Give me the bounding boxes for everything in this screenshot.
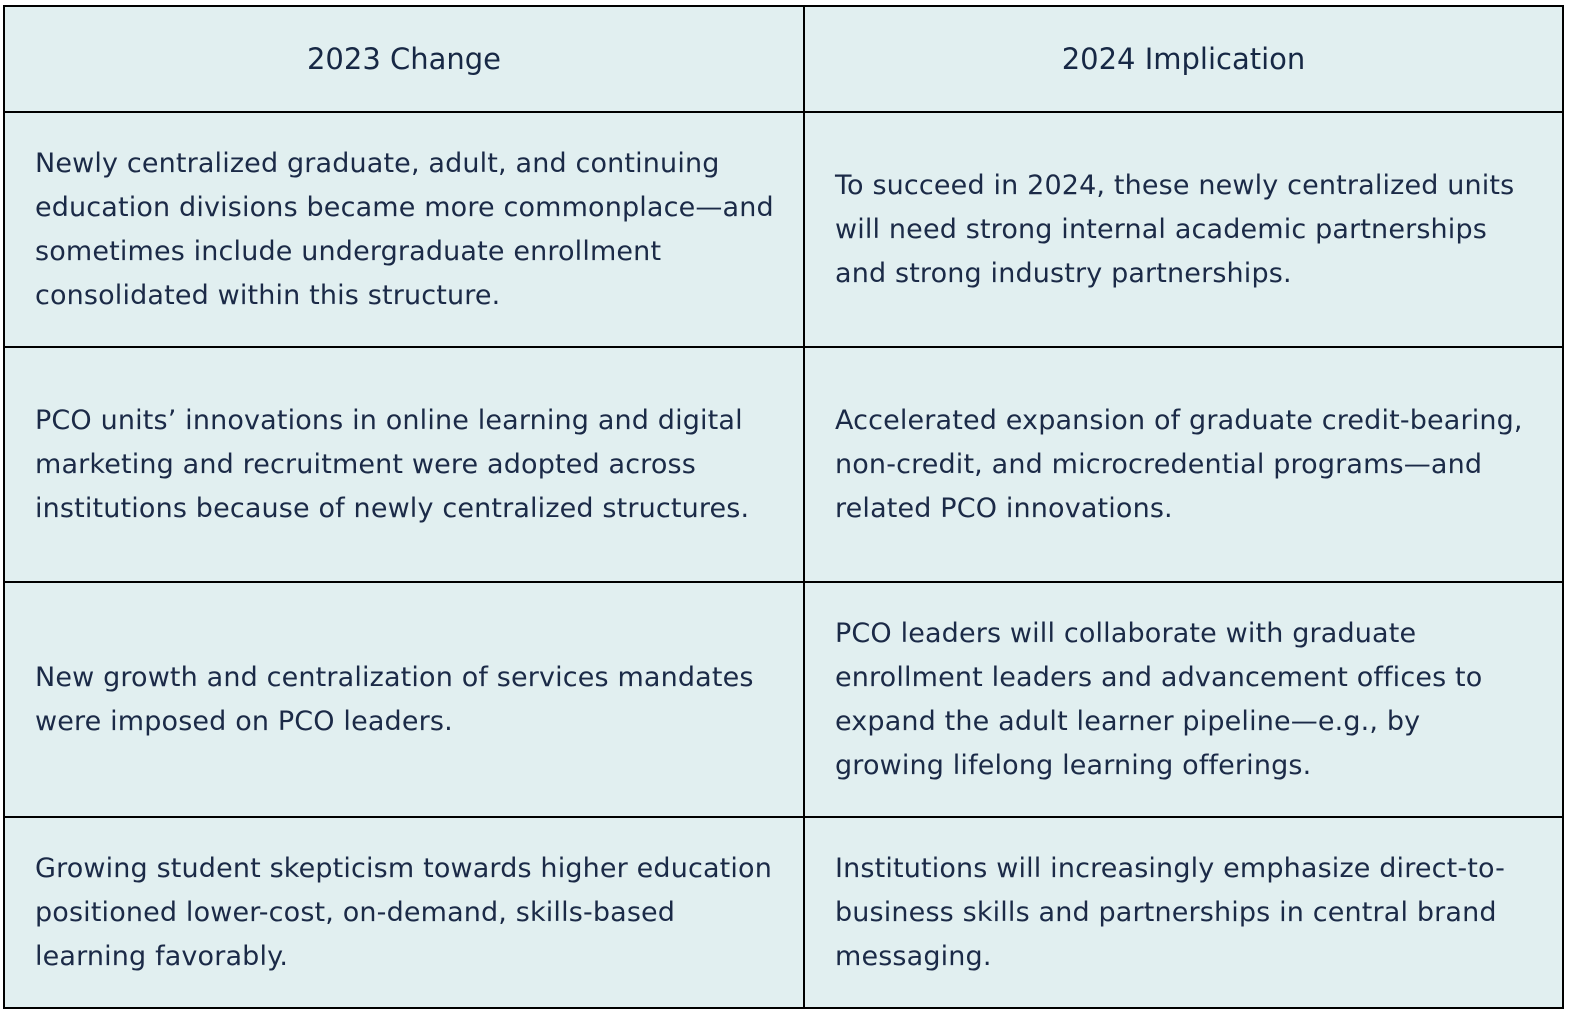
implication-cell: Institutions will increasingly emphasize… [803,816,1564,1009]
change-cell: Newly centralized graduate, adult, and c… [3,111,805,348]
table-row: PCO units’ innovations in online learnin… [3,346,1564,583]
change-cell: PCO units’ innovations in online learnin… [3,346,805,583]
header-2023-change: 2023 Change [3,5,805,113]
table-row: Newly centralized graduate, adult, and c… [3,111,1564,348]
implication-cell: Accelerated expansion of graduate credit… [803,346,1564,583]
change-cell: New growth and centralization of service… [3,581,805,818]
implication-cell: To succeed in 2024, these newly centrali… [803,111,1564,348]
change-implication-table: 2023 Change 2024 Implication Newly centr… [3,5,1564,1009]
table-row: Growing student skepticism towards highe… [3,816,1564,1009]
table-row: New growth and centralization of service… [3,581,1564,818]
change-cell: Growing student skepticism towards highe… [3,816,805,1009]
header-2024-implication: 2024 Implication [803,5,1564,113]
implication-cell: PCO leaders will collaborate with gradua… [803,581,1564,818]
header-row: 2023 Change 2024 Implication [3,5,1564,113]
